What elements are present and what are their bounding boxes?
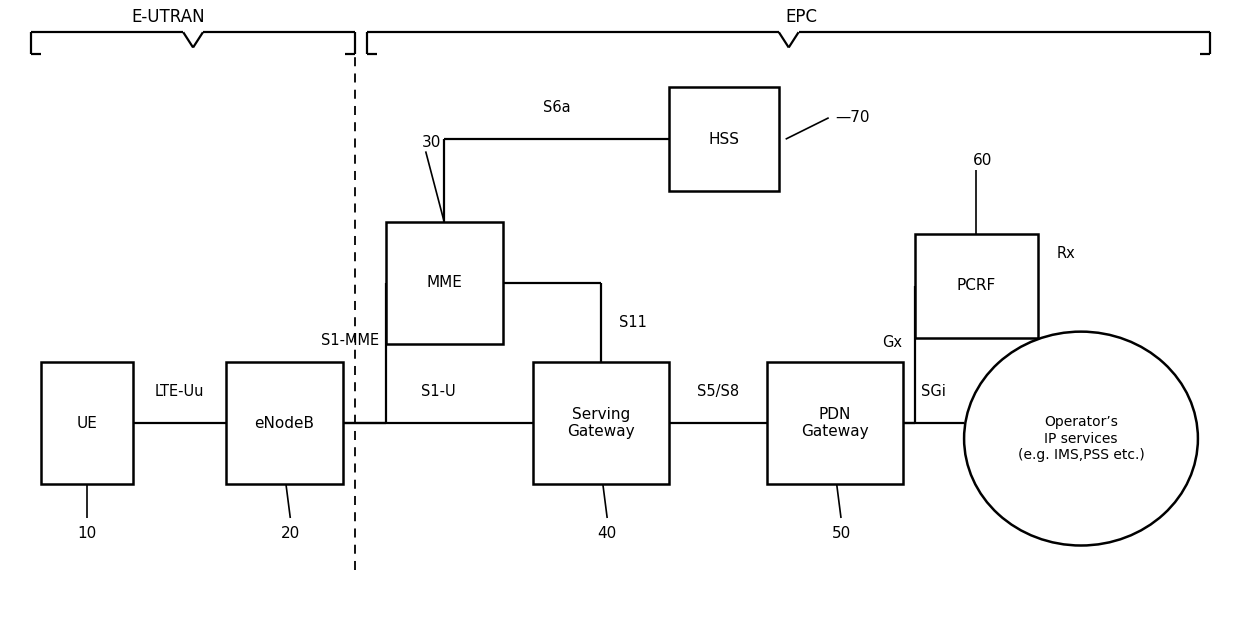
- FancyBboxPatch shape: [914, 234, 1038, 338]
- Text: PDN
Gateway: PDN Gateway: [802, 407, 869, 439]
- Text: Serving
Gateway: Serving Gateway: [567, 407, 634, 439]
- Text: S5/S8: S5/S8: [696, 384, 738, 399]
- Text: S1-U: S1-U: [421, 384, 455, 399]
- Text: LTE-Uu: LTE-Uu: [155, 384, 204, 399]
- FancyBboxPatch shape: [767, 362, 902, 485]
- Text: Gx: Gx: [882, 335, 902, 350]
- Text: PCRF: PCRF: [957, 278, 996, 293]
- Text: eNodeB: eNodeB: [254, 416, 315, 430]
- Text: EPC: EPC: [786, 8, 817, 26]
- Text: 20: 20: [281, 526, 300, 541]
- FancyBboxPatch shape: [385, 222, 503, 344]
- FancyBboxPatch shape: [669, 87, 779, 191]
- Text: —70: —70: [835, 110, 870, 125]
- FancyBboxPatch shape: [533, 362, 669, 485]
- Text: SGi: SGi: [921, 384, 945, 399]
- Text: Rx: Rx: [1057, 246, 1075, 262]
- FancyBboxPatch shape: [225, 362, 343, 485]
- Text: HSS: HSS: [709, 131, 740, 146]
- Text: E-UTRAN: E-UTRAN: [131, 8, 206, 26]
- FancyBboxPatch shape: [41, 362, 134, 485]
- Text: S11: S11: [620, 315, 647, 330]
- Text: 30: 30: [422, 135, 441, 150]
- Text: S1-MME: S1-MME: [321, 333, 379, 348]
- Text: UE: UE: [77, 416, 98, 430]
- Ellipse shape: [964, 331, 1198, 546]
- Text: 10: 10: [78, 526, 97, 541]
- Text: 40: 40: [597, 526, 617, 541]
- Text: 50: 50: [831, 526, 851, 541]
- Text: Operator’s
IP services
(e.g. IMS,PSS etc.): Operator’s IP services (e.g. IMS,PSS etc…: [1017, 416, 1145, 462]
- Text: S6a: S6a: [543, 100, 570, 115]
- Text: 60: 60: [973, 153, 992, 168]
- Text: MME: MME: [426, 275, 462, 290]
